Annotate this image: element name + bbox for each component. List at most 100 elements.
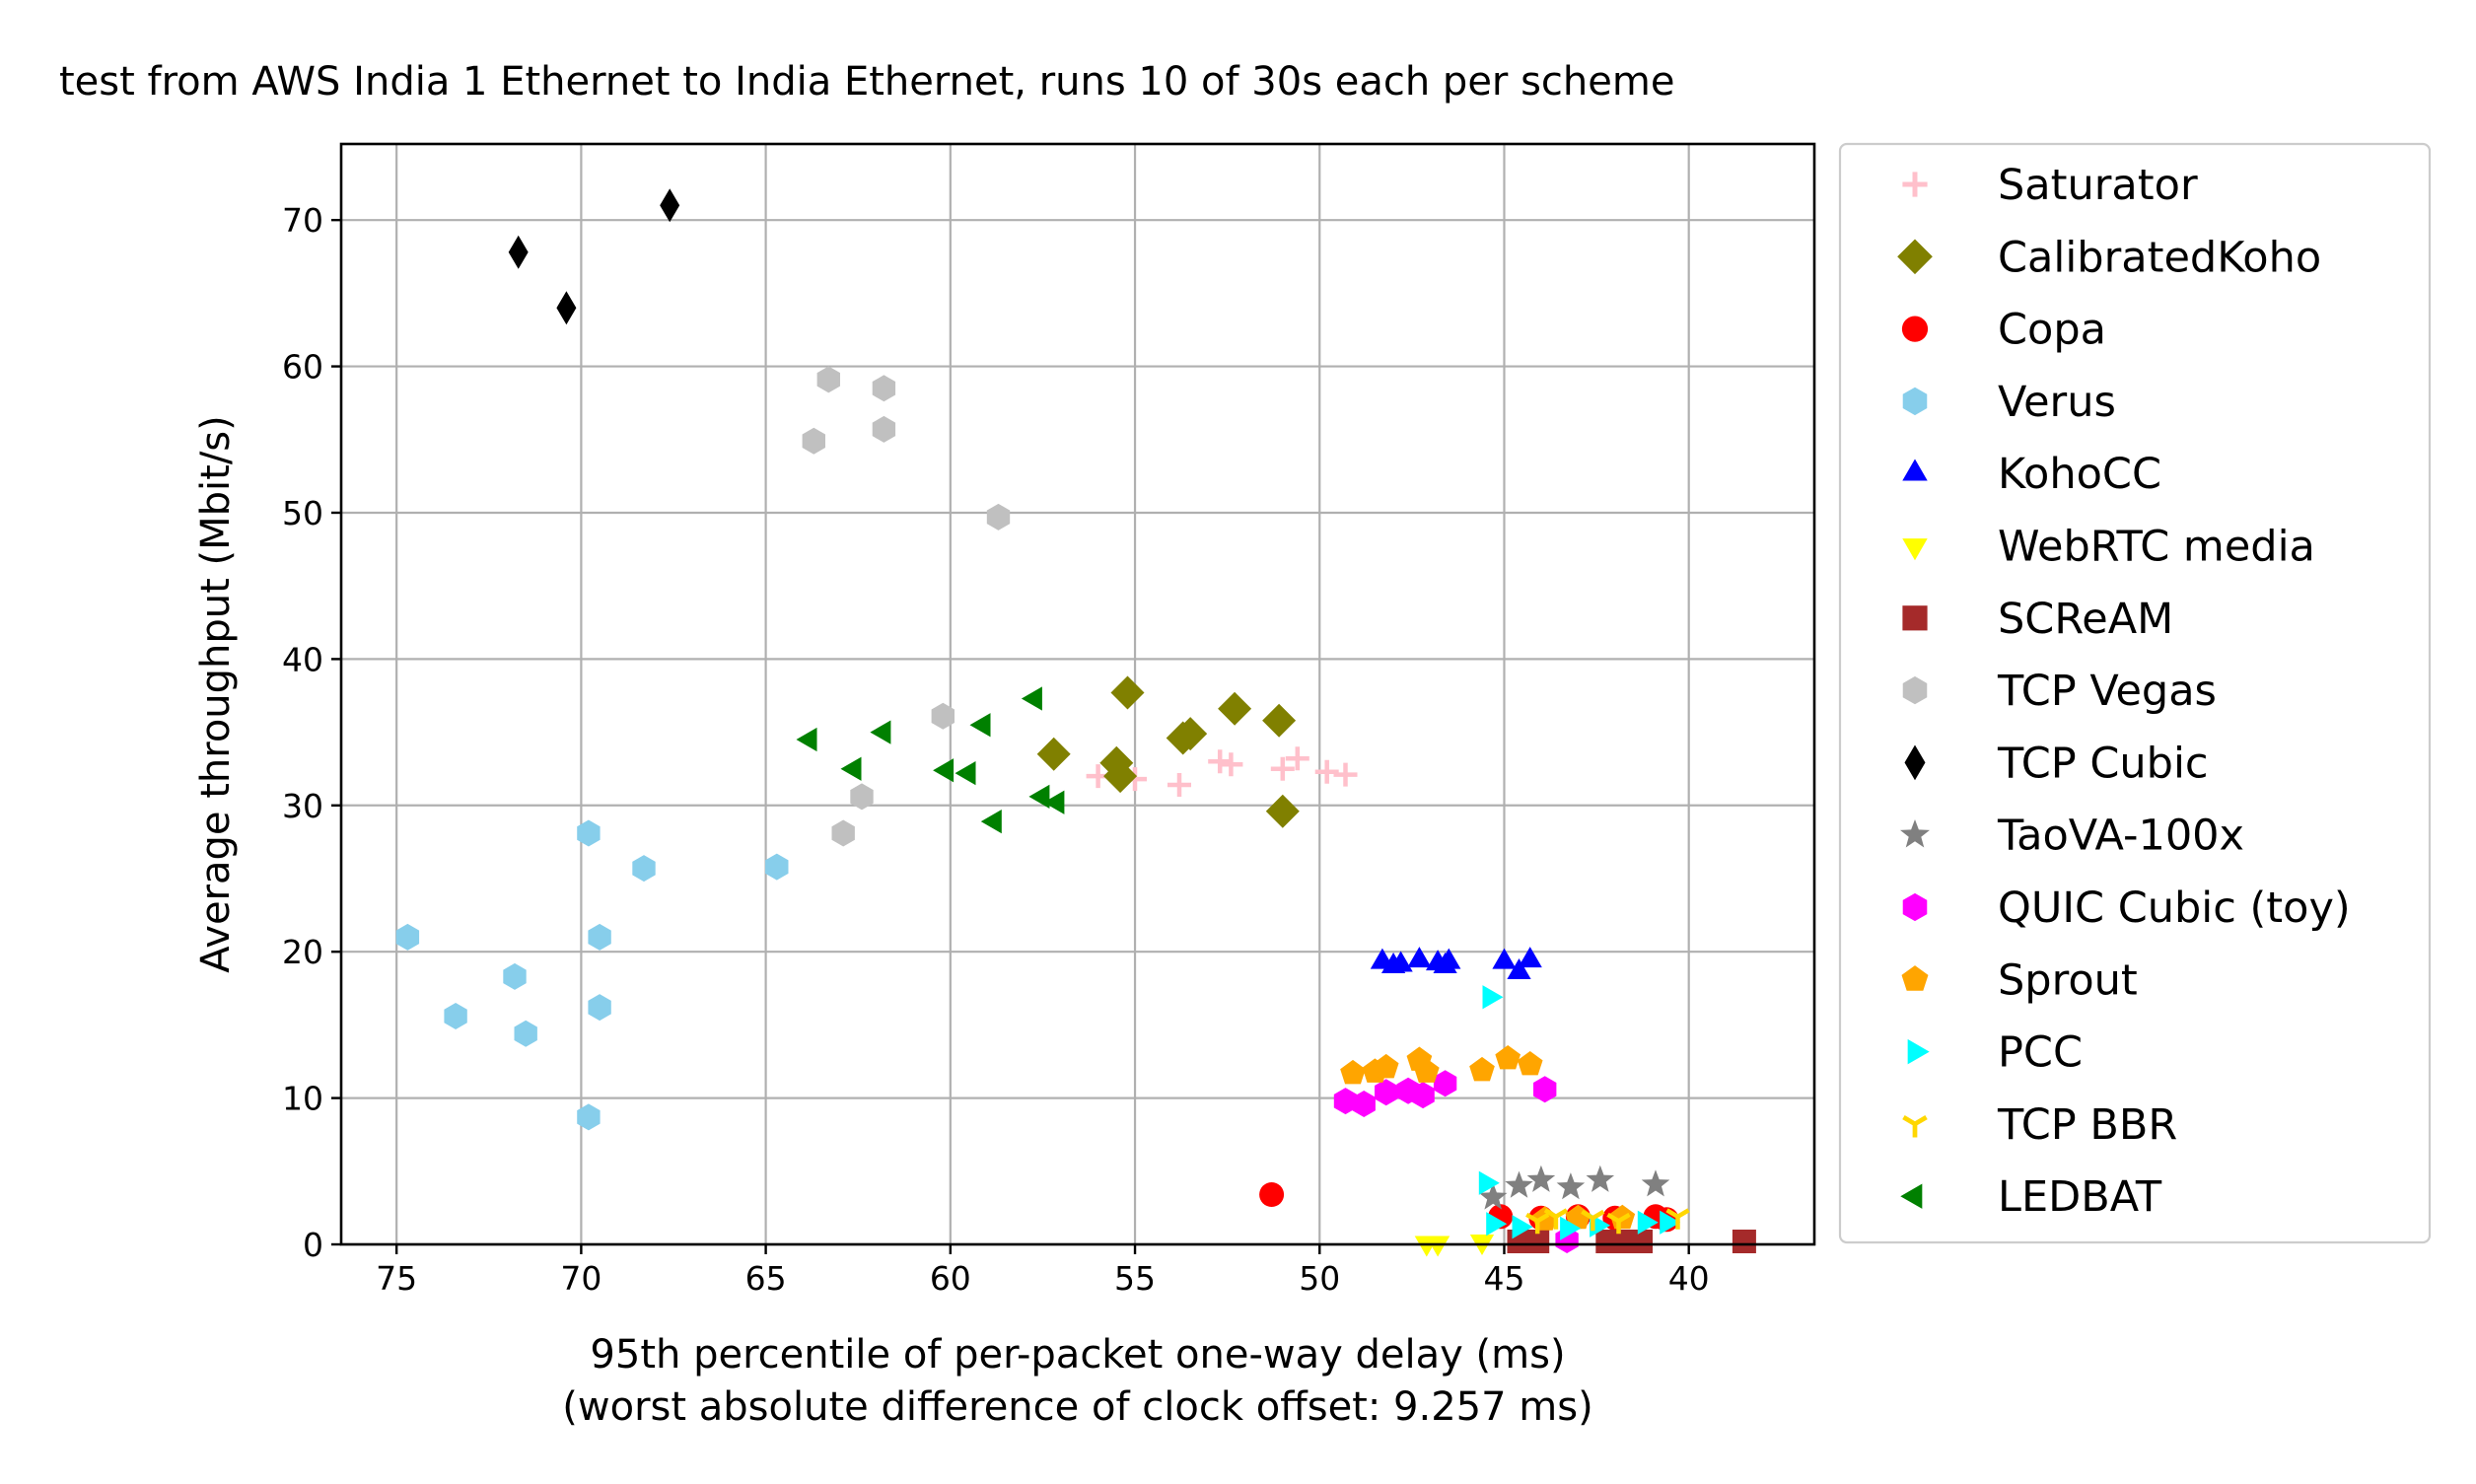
data-point	[1492, 948, 1517, 969]
data-point	[588, 923, 611, 951]
data-point	[796, 727, 817, 752]
data-point	[1173, 717, 1208, 751]
y-axis-label: Average throughput (Mbit/s)	[193, 415, 239, 973]
legend-item: SCReAM	[1902, 595, 2173, 644]
series-pcc	[1478, 985, 1681, 1240]
x-axis-ticks: 75 70 65 60 55 50 45 40	[376, 1244, 1710, 1298]
y-tick-label: 40	[282, 640, 323, 678]
legend-marker	[1901, 965, 1929, 991]
data-point	[1517, 1051, 1543, 1076]
y-tick-label: 30	[282, 787, 323, 825]
y-tick-label: 50	[282, 494, 323, 532]
series-saturator	[1086, 746, 1358, 797]
legend-marker	[1902, 892, 1928, 922]
data-point	[1606, 1212, 1631, 1235]
legend-item: Sprout	[1901, 955, 2138, 1005]
y-tick-label: 70	[282, 201, 323, 240]
data-point	[1478, 1170, 1500, 1195]
data-point	[1208, 749, 1233, 774]
legend-item: Copa	[1901, 306, 2106, 355]
legend-marker	[1907, 1038, 1930, 1065]
data-point	[1526, 1165, 1556, 1192]
data-point	[503, 962, 527, 990]
legend-label: Saturator	[1998, 161, 2198, 210]
data-point	[1219, 752, 1243, 777]
series-taova-100x	[1478, 1165, 1670, 1210]
data-point	[1469, 1056, 1495, 1082]
data-point	[1732, 1230, 1756, 1253]
legend: Saturator CalibratedKoho Copa Verus KohoCC We…	[1838, 142, 2432, 1244]
data-point	[660, 188, 680, 223]
legend-marker	[1902, 1115, 1928, 1138]
series-ledbat	[796, 686, 1065, 834]
x-tick-label: 65	[745, 1259, 787, 1298]
data-point	[1581, 1209, 1605, 1232]
data-point	[1314, 759, 1339, 784]
data-point	[1103, 759, 1138, 794]
data-point	[1036, 737, 1071, 771]
data-point	[1543, 1208, 1569, 1230]
legend-marker	[1901, 316, 1929, 342]
series-tcp-vegas	[802, 366, 1011, 847]
legend-marker	[1902, 459, 1928, 481]
x-axis-label: 95th percentile of per-packet one-way de…	[590, 1332, 1565, 1378]
data-point	[588, 994, 611, 1022]
series-verus	[395, 819, 789, 1131]
legend-marker	[1900, 1183, 1923, 1209]
data-point	[1021, 686, 1042, 711]
data-points	[395, 188, 1756, 1257]
x-tick-label: 55	[1114, 1259, 1156, 1298]
data-point	[1486, 1212, 1508, 1237]
legend-item: Verus	[1902, 378, 2116, 427]
data-point	[1259, 1182, 1285, 1207]
legend-label: KohoCC	[1998, 450, 2161, 499]
data-point	[1043, 790, 1065, 814]
legend-item: Saturator	[1902, 161, 2198, 210]
data-point	[1512, 1215, 1533, 1239]
x-tick-label: 60	[930, 1259, 971, 1298]
data-point	[765, 853, 789, 881]
legend-marker	[1902, 675, 1928, 705]
legend-label: PCC	[1998, 1028, 2083, 1078]
data-point	[831, 819, 855, 847]
data-point	[1495, 1045, 1521, 1070]
data-point	[1388, 951, 1413, 972]
legend-item: TCP Cubic	[1904, 739, 2209, 788]
data-point	[1641, 1169, 1670, 1197]
y-tick-label: 10	[282, 1080, 323, 1118]
legend-label: WebRTC media	[1998, 523, 2315, 572]
data-point	[931, 702, 955, 730]
legend-marker	[1902, 387, 1928, 416]
legend-label: SCReAM	[1998, 595, 2173, 644]
data-point	[1437, 948, 1461, 969]
data-point	[955, 760, 976, 786]
data-point	[1629, 1230, 1653, 1253]
data-point	[840, 756, 862, 781]
legend-box	[1838, 142, 2432, 1244]
legend-marker	[1902, 538, 1928, 561]
series-kohocc	[1370, 947, 1542, 979]
data-point	[802, 427, 825, 455]
data-point	[1375, 1079, 1398, 1106]
data-point	[816, 366, 840, 393]
data-point	[1665, 1208, 1690, 1230]
data-point	[1333, 762, 1358, 787]
legend-label: LEDBAT	[1998, 1172, 2162, 1222]
data-point	[1340, 1059, 1366, 1085]
legend-marker	[1902, 172, 1928, 197]
x-tick-label: 45	[1483, 1259, 1524, 1298]
data-point	[1262, 703, 1297, 738]
data-point	[1586, 1165, 1615, 1192]
data-point	[1373, 1053, 1399, 1079]
data-point	[1660, 1210, 1681, 1235]
y-tick-label: 20	[282, 933, 323, 971]
data-point	[1518, 947, 1542, 968]
data-point	[870, 720, 891, 744]
data-point	[1560, 1216, 1582, 1240]
legend-label: TCP Vegas	[1997, 667, 2217, 716]
data-point	[986, 503, 1011, 530]
x-tick-label: 40	[1668, 1259, 1710, 1298]
plot-frame	[339, 142, 1816, 1246]
data-point	[1270, 756, 1295, 781]
